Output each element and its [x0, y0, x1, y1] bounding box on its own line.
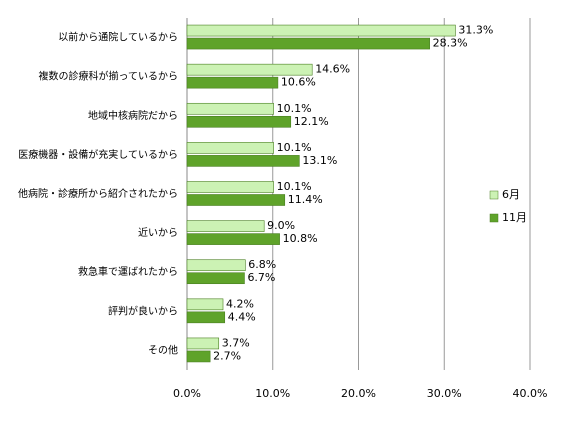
value-label: 6.8% [248, 258, 276, 271]
legend-swatch [489, 190, 499, 200]
y-tick-label: 救急車で運ばれたから [78, 265, 178, 278]
x-tick-label: 30.0% [427, 387, 462, 400]
value-label: 12.1% [294, 115, 329, 128]
bar [186, 102, 274, 115]
bar [186, 233, 280, 245]
bar [186, 337, 220, 350]
bar [186, 311, 226, 324]
bar [186, 220, 265, 232]
value-label: 13.1% [302, 154, 337, 167]
bar [186, 76, 279, 89]
y-tick-label: その他 [148, 343, 178, 356]
value-label: 2.7% [213, 349, 241, 362]
x-tick-label: 10.0% [255, 387, 290, 400]
value-label: 10.6% [281, 76, 316, 89]
y-tick-label: 以前から通院しているから [58, 31, 178, 44]
legend-swatch [489, 213, 499, 223]
bar [186, 142, 274, 154]
bar [186, 194, 286, 206]
bar [186, 298, 224, 311]
bar [186, 37, 430, 50]
bar [186, 350, 211, 363]
value-label: 14.6% [315, 63, 350, 76]
y-tick-label: 近いから [138, 226, 178, 239]
x-tick-label: 40.0% [513, 387, 548, 400]
y-tick-label: 医療機器・設備が充実しているから [18, 148, 178, 161]
y-tick-label: 評判が良いから [108, 304, 178, 317]
value-label: 10.1% [277, 141, 312, 154]
value-label: 4.2% [226, 297, 254, 310]
x-tick-label: 0.0% [173, 387, 201, 400]
value-label: 9.0% [267, 219, 295, 232]
value-label: 10.1% [277, 180, 312, 193]
x-tick-label: 20.0% [341, 387, 376, 400]
value-label: 10.8% [283, 232, 318, 245]
y-tick-label: 地域中核病院だから [88, 109, 178, 122]
bar [186, 181, 274, 193]
value-label: 10.1% [277, 102, 312, 115]
value-label: 31.3% [458, 24, 493, 37]
legend-label: 6月 [502, 188, 520, 201]
y-tick-label: 他病院・診療所から紹介されたから [18, 187, 178, 200]
bar [186, 155, 300, 167]
value-label: 28.3% [433, 37, 468, 50]
y-tick-label: 複数の診療科が揃っているから [39, 70, 179, 83]
legend-label: 11月 [502, 211, 527, 224]
value-label: 11.4% [288, 193, 323, 206]
value-label: 3.7% [222, 336, 250, 349]
bar [186, 272, 245, 285]
bar [186, 259, 246, 272]
bar [186, 115, 292, 128]
bar [186, 24, 456, 37]
value-label: 6.7% [247, 271, 275, 284]
value-label: 4.4% [228, 310, 256, 323]
bar [186, 63, 313, 76]
